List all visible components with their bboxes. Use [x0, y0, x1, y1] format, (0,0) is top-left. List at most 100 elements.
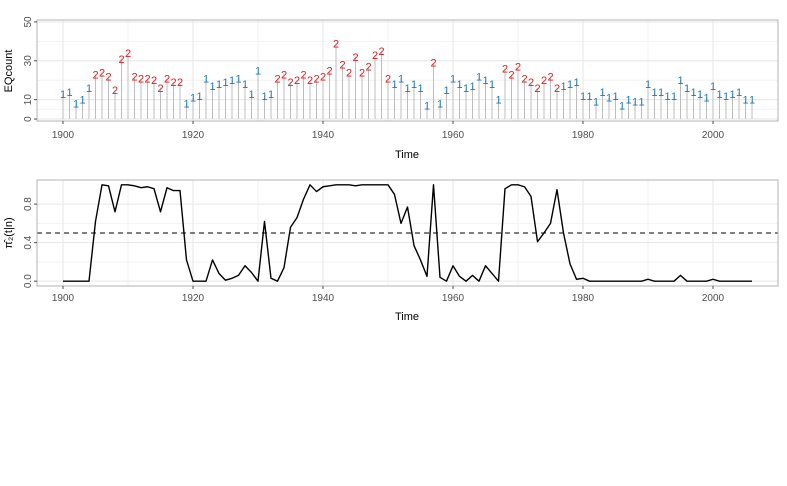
eqcount-y-tick-label: 10: [23, 94, 34, 106]
eqcount-y-tick-label: 50: [23, 16, 34, 28]
eqcount-state-label: 1: [437, 99, 443, 111]
eqcount-state-label: 2: [164, 73, 170, 85]
eqcount-state-label: 2: [365, 62, 371, 74]
eqcount-state-label: 1: [619, 100, 625, 112]
eqcount-x-tick-label: 1960: [442, 130, 465, 141]
probability-y-tick-label: 0.8: [23, 197, 34, 211]
eqcount-state-label: 1: [742, 95, 748, 107]
eqcount-state-label: 1: [729, 89, 735, 101]
eqcount-state-label: 2: [541, 75, 547, 87]
probability-panel: 1900 1920 1940 1960 1980 2000 0.00.40.8 Time …: [3, 179, 779, 323]
eqcount-state-label: 1: [638, 97, 644, 109]
eqcount-state-label: 1: [580, 91, 586, 103]
eqcount-state-label: 1: [573, 77, 579, 89]
eqcount-state-label: 2: [502, 64, 508, 76]
eqcount-state-label: 2: [112, 85, 118, 97]
eqcount-state-label: 1: [716, 89, 722, 101]
eqcount-state-label: 1: [625, 95, 631, 107]
eqcount-plot-border: [36, 19, 779, 122]
eqcount-state-label: 1: [235, 73, 241, 85]
eqcount-state-label: 1: [671, 91, 677, 103]
eqcount-state-label: 2: [138, 73, 144, 85]
eqcount-state-label: 2: [300, 69, 306, 81]
eqcount-state-label: 1: [749, 95, 755, 107]
eqcount-state-label: 2: [547, 71, 553, 83]
eqcount-state-label: 2: [326, 66, 332, 78]
eqcount-state-label: 2: [534, 83, 540, 95]
eqcount-state-label: 2: [521, 73, 527, 85]
eqcount-state-label: 2: [281, 69, 287, 81]
eqcount-state-label: 2: [346, 67, 352, 79]
eqcount-state-label: 1: [391, 79, 397, 91]
eqcount-state-label: 1: [703, 93, 709, 105]
eqcount-state-label: 1: [86, 83, 92, 95]
eqcount-x-tick-label: 1900: [52, 130, 75, 141]
eqcount-state-label: 2: [333, 38, 339, 50]
eqcount-state-label: 1: [697, 89, 703, 101]
eqcount-state-label: 1: [216, 79, 222, 91]
probability-x-axis: 1900 1920 1940 1960 1980 2000: [52, 286, 725, 304]
eqcount-state-label: 2: [313, 73, 319, 85]
eqcount-state-label: 1: [476, 71, 482, 83]
eqcount-state-label: 1: [261, 91, 267, 103]
eqcount-state-label: 2: [430, 58, 436, 70]
eqcount-x-tick-label: 1980: [572, 130, 595, 141]
eqcount-state-label: 1: [255, 66, 261, 78]
eqcount-state-label: 1: [417, 83, 423, 95]
probability-y-axis: 0.0 0.4 0.8: [23, 197, 37, 288]
probability-y-axis-title: π̂₂(t|n): [3, 217, 15, 248]
eqcount-state-label: 2: [385, 73, 391, 85]
probability-plot-border: [36, 179, 779, 287]
eqcount-state-label: 1: [593, 97, 599, 109]
eqcount-y-tick-label: 30: [23, 55, 34, 67]
eqcount-state-label: 1: [645, 79, 651, 91]
eqcount-state-label: 1: [567, 79, 573, 91]
eqcount-state-label: 1: [411, 79, 417, 91]
eqcount-state-label: 2: [118, 54, 124, 66]
probability-x-tick-label: 1940: [312, 293, 335, 304]
eqcount-state-label: 2: [515, 62, 521, 74]
probability-x-tick-label: 1920: [182, 293, 205, 304]
eqcount-state-label: 1: [60, 89, 66, 101]
eqcount-state-label: 1: [398, 73, 404, 85]
eqcount-state-label: 1: [203, 73, 209, 85]
eqcount-state-label: 1: [456, 79, 462, 91]
eqcount-state-label: 1: [489, 79, 495, 91]
eqcount-state-label: 2: [125, 48, 131, 60]
eqcount-x-axis-title: Time: [395, 149, 419, 161]
eqcount-y-axis: 0 10 30 50: [23, 16, 37, 122]
eqcount-state-label: 2: [151, 75, 157, 87]
eqcount-y-tick-label: 0: [23, 116, 34, 122]
eqcount-state-label: 2: [307, 75, 313, 87]
eqcount-state-label: 1: [73, 99, 79, 111]
eqcount-state-label: 1: [599, 87, 605, 99]
eqcount-state-label: 1: [736, 87, 742, 99]
eqcount-state-label: 2: [320, 71, 326, 83]
eqcount-state-label: 1: [586, 91, 592, 103]
eqcount-state-label: 1: [222, 77, 228, 89]
eqcount-state-label: 2: [378, 46, 384, 58]
probability-x-tick-label: 2000: [702, 293, 725, 304]
eqcount-state-label: 1: [632, 97, 638, 109]
eqcount-state-label: 2: [287, 77, 293, 89]
eqcount-state-label: 1: [658, 87, 664, 99]
probability-x-tick-label: 1960: [442, 293, 465, 304]
eqcount-state-label: 2: [294, 75, 300, 87]
eqcount-state-label: 1: [495, 95, 501, 107]
eqcount-state-label: 1: [664, 91, 670, 103]
eqcount-state-label: 2: [528, 77, 534, 89]
eqcount-state-label: 1: [710, 81, 716, 93]
eqcount-state-label: 1: [196, 91, 202, 103]
eqcount-state-label: 2: [352, 52, 358, 64]
eqcount-state-label: 2: [508, 69, 514, 81]
probability-series: [63, 184, 752, 282]
eqcount-state-label: 1: [612, 91, 618, 103]
eqcount-state-label: 2: [157, 83, 163, 95]
eqcount-state-label: 2: [144, 73, 150, 85]
eqcount-state-label: 1: [209, 81, 215, 93]
eqcount-state-label: 2: [170, 77, 176, 89]
eqcount-state-label: 1: [66, 87, 72, 99]
